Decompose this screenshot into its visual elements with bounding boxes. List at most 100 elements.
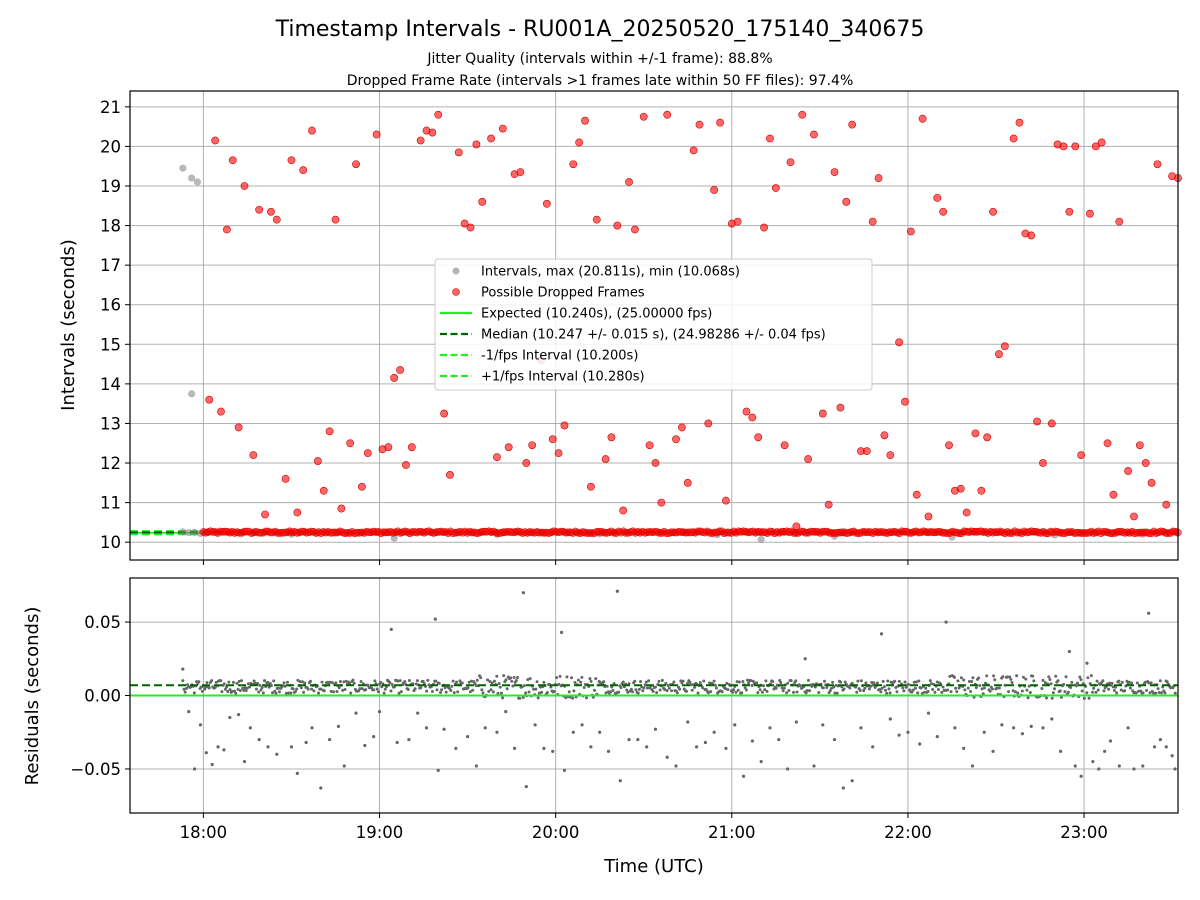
residual-cluster-point <box>276 686 280 690</box>
dropped-frame-point <box>222 225 231 234</box>
residual-cluster-point <box>491 690 495 694</box>
residual-cluster-point <box>782 686 786 690</box>
dropped-frame-point <box>240 182 249 190</box>
dropped-frame-point <box>754 433 763 442</box>
residual-cluster-point <box>1028 690 1032 694</box>
residual-cluster-point <box>487 690 491 694</box>
residual-point <box>559 630 564 634</box>
dropped-frame-point <box>824 500 833 509</box>
legend-median-label: Median (10.247 +/- 0.015 s), (24.98286 +… <box>481 328 826 343</box>
residuals-x-tick-label: 23:00 <box>1060 823 1108 842</box>
residual-cluster-point <box>963 688 967 692</box>
residual-cluster-point <box>565 675 569 679</box>
dropped-frame-point <box>454 148 463 157</box>
residual-cluster-point <box>966 686 970 690</box>
residual-point <box>433 617 437 621</box>
residual-cluster-point <box>1107 687 1111 691</box>
dropped-frame-point <box>766 134 774 143</box>
residual-cluster-point <box>926 689 930 693</box>
residual-cluster-point <box>535 680 539 684</box>
dropped-frame-point <box>836 403 845 412</box>
residual-point <box>627 737 631 742</box>
residual-cluster-point <box>992 674 996 678</box>
residual-cluster-point <box>351 678 355 682</box>
intervals-points <box>179 110 1182 544</box>
residual-cluster-point <box>609 690 613 694</box>
residual-cluster-point <box>397 691 401 695</box>
residual-cluster-point <box>570 676 574 680</box>
residual-cluster-point <box>403 680 407 684</box>
residual-cluster-point <box>285 680 289 684</box>
dropped-frame-point <box>710 186 719 194</box>
residual-cluster-point <box>426 678 430 682</box>
residual-cluster-point <box>542 680 546 684</box>
residual-cluster-point <box>629 687 633 691</box>
residual-point <box>192 767 197 771</box>
dropped-frame-point <box>472 140 481 149</box>
dropped-frame-point <box>722 496 730 505</box>
residual-cluster-point <box>806 678 810 682</box>
residual-cluster-point <box>644 680 648 684</box>
residual-cluster-point <box>940 690 944 694</box>
residual-point <box>871 745 875 749</box>
residual-cluster-point <box>1159 691 1163 695</box>
residual-point <box>295 771 299 775</box>
residual-cluster-point <box>764 679 768 683</box>
residual-cluster-point <box>1096 688 1100 692</box>
residual-cluster-point <box>825 686 829 690</box>
residual-cluster-point <box>450 684 454 688</box>
residual-cluster-point <box>1112 688 1116 692</box>
residual-cluster-point <box>626 690 630 694</box>
residual-cluster-point <box>645 686 649 690</box>
residual-cluster-point <box>1111 685 1115 689</box>
residual-cluster-point <box>974 686 978 690</box>
dropped-frame-point <box>780 441 789 450</box>
dropped-frame-point <box>1109 490 1118 499</box>
residual-cluster-point <box>878 687 882 691</box>
residual-cluster-point <box>591 695 595 699</box>
dropped-frame-point <box>862 447 871 456</box>
residual-cluster-point <box>388 681 392 685</box>
residual-point <box>275 752 279 756</box>
dropped-frame-point <box>255 205 264 214</box>
residual-cluster-point <box>266 680 270 684</box>
residual-cluster-point <box>396 679 400 683</box>
residual-cluster-point <box>1026 696 1030 700</box>
dropped-frame-point <box>798 110 807 119</box>
dropped-frame-point <box>956 484 965 493</box>
residuals-ticks: 18:00 19:00 20:00 21:00 22:00 23:00 0.05 0.00 −0… <box>70 613 1107 842</box>
residual-cluster-point <box>245 686 249 690</box>
residual-cluster-point <box>220 690 224 694</box>
dropped-frame-point <box>663 110 672 119</box>
residual-cluster-point <box>375 687 379 691</box>
dropped-frame-point <box>299 166 308 175</box>
residual-cluster-point <box>1044 696 1048 700</box>
residual-point <box>562 768 567 773</box>
residual-cluster-point <box>328 680 332 684</box>
residual-point <box>1012 726 1016 730</box>
residual-point <box>442 727 446 731</box>
residual-cluster-point <box>480 688 484 692</box>
dropped-frame-point <box>372 130 381 139</box>
residual-cluster-point <box>794 679 798 683</box>
residual-cluster-point <box>466 686 470 690</box>
residual-cluster-point <box>262 679 266 683</box>
residual-point <box>222 748 226 752</box>
residual-cluster-point <box>657 679 661 683</box>
dropped-frame-point <box>261 510 269 519</box>
residual-cluster-point <box>1101 679 1105 683</box>
legend-dropped-marker <box>452 288 460 296</box>
residual-point <box>228 715 232 720</box>
residual-cluster-point <box>993 678 997 682</box>
residual-cluster-point <box>331 690 335 694</box>
residual-point <box>328 737 332 742</box>
legend-plus-fps-label: +1/fps Interval (10.280s) <box>481 370 645 385</box>
residual-cluster-point <box>230 689 234 693</box>
dropped-frame-point <box>522 459 531 467</box>
residual-point <box>1173 767 1177 771</box>
residual-cluster-point <box>407 679 411 683</box>
residual-point <box>906 730 910 734</box>
residual-point <box>416 711 420 715</box>
residual-point <box>1067 649 1071 654</box>
residual-point <box>436 768 440 773</box>
